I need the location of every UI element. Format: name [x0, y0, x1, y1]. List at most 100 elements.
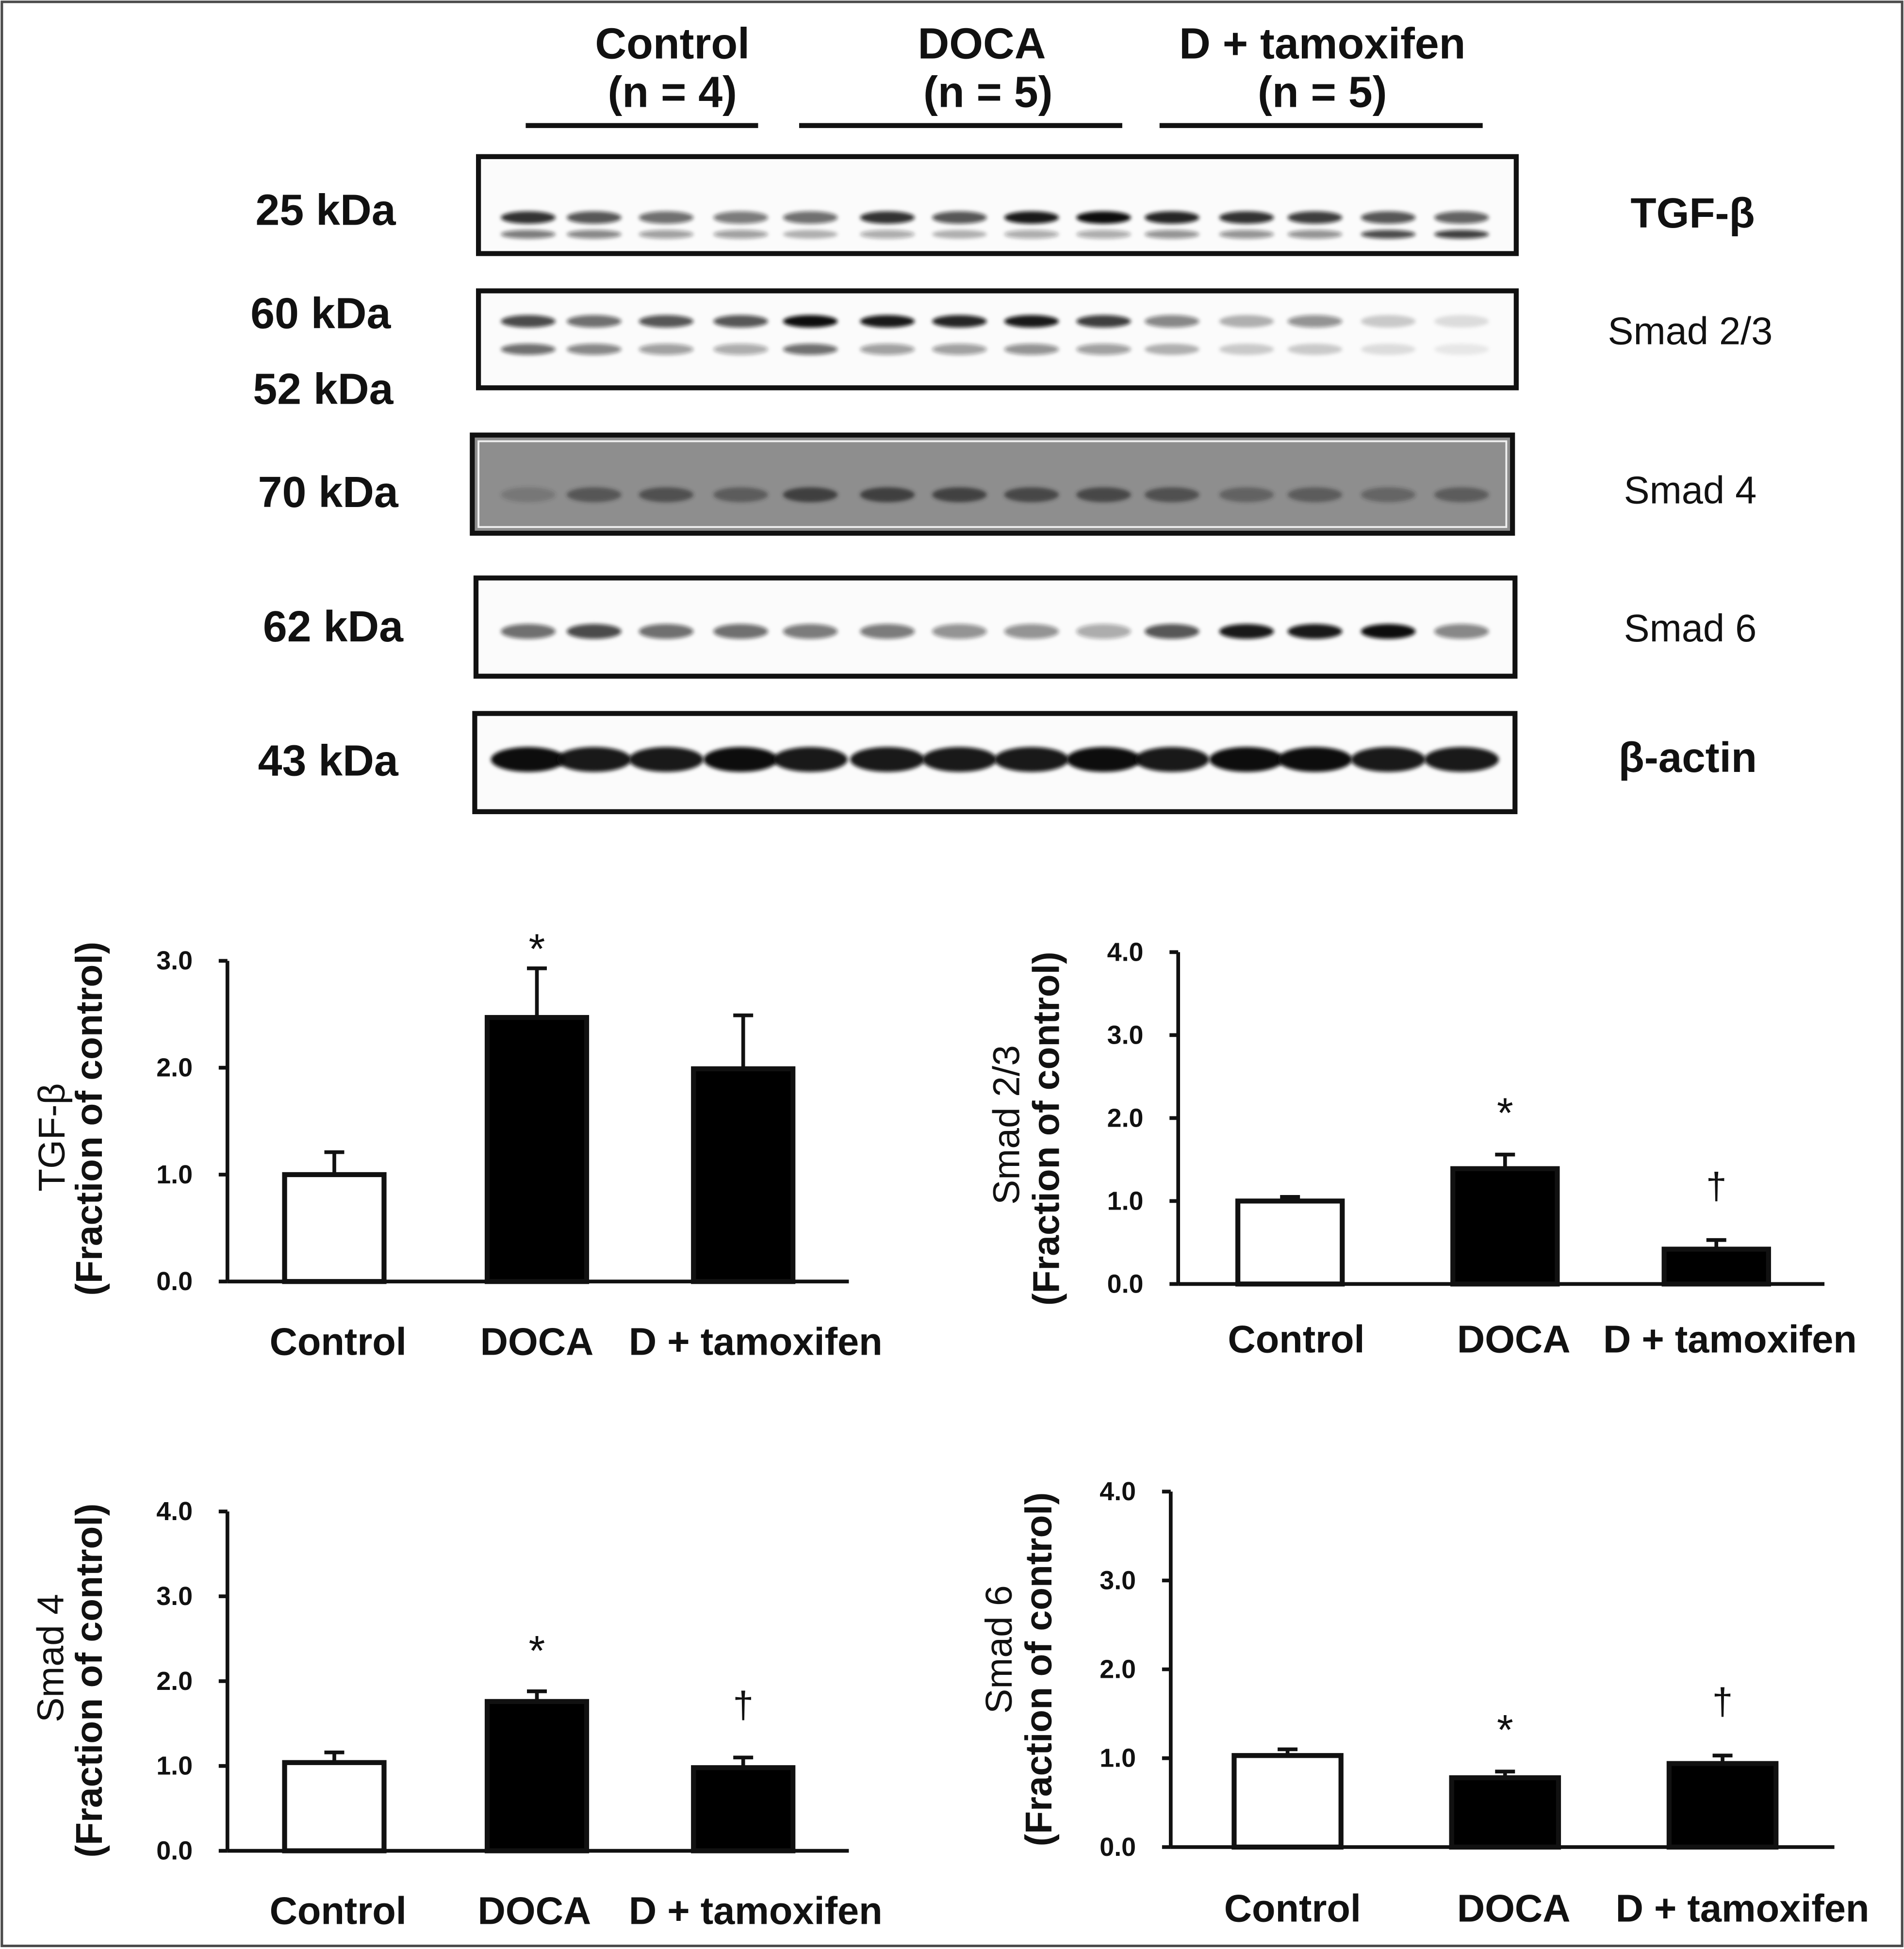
- y-axis-title: Smad 6: [978, 1585, 1020, 1714]
- bar-doca: [484, 1699, 590, 1853]
- band-beta-actin-1-lane-5: [773, 747, 848, 772]
- x-category-label-doca: DOCA: [478, 1889, 591, 1933]
- band-smad-2-3-2-lane-12: [1287, 344, 1343, 355]
- band-smad-4-1-lane-4: [713, 487, 768, 502]
- bar-control: [282, 1760, 387, 1853]
- band-smad-4-1-lane-10: [1145, 487, 1199, 502]
- band-tgf-beta-2-lane-12: [1287, 229, 1343, 239]
- bar-d-plus-tamoxifen: [691, 1066, 796, 1284]
- band-smad-2-3-2-lane-14: [1434, 344, 1489, 355]
- band-smad-2-3-2-lane-3: [639, 344, 694, 355]
- band-smad-2-3-2-lane-8: [1004, 344, 1059, 355]
- marker-label-43-kda: 43 kDa: [258, 737, 399, 785]
- band-beta-actin-1-lane-2: [557, 747, 632, 772]
- band-smad-4-1-lane-3: [639, 487, 694, 502]
- bar-chart-smad-2-3: Smad 2/3(Fraction of control) 0.0 1.0 2.0 3.…: [985, 937, 1856, 1360]
- x-category-label-doca: DOCA: [1457, 1887, 1571, 1930]
- y-tick-label: 1.0: [156, 1752, 193, 1781]
- blot-row-tgf-beta: 25 kDa TGF-β: [256, 154, 1755, 256]
- bar-control: [282, 1172, 387, 1284]
- band-smad-4-1-lane-7: [932, 487, 987, 502]
- band-tgf-beta-1-lane-12: [1287, 211, 1343, 224]
- band-smad-4-1-lane-12: [1287, 487, 1343, 502]
- y-tick-label: 4.0: [1107, 937, 1144, 966]
- y-axis-title: Smad 2/3: [985, 1045, 1027, 1205]
- y-tick-label: 1.0: [1107, 1186, 1144, 1215]
- y-tick-label: 4.0: [1100, 1477, 1136, 1506]
- y-tick-label: 2.0: [156, 1053, 193, 1082]
- y-tick-label: 1.0: [156, 1160, 193, 1189]
- band-smad-6-1-lane-12: [1287, 624, 1343, 639]
- band-beta-actin-1-lane-10: [1134, 747, 1210, 772]
- band-smad-4-1-lane-1: [501, 487, 556, 502]
- x-category-label-doca: DOCA: [1457, 1317, 1571, 1360]
- y-axis-title-units: (Fraction of control): [1025, 951, 1067, 1306]
- band-smad-6-1-lane-1: [501, 624, 556, 639]
- blot-row-smad-6: 62 kDa Smad 6: [263, 575, 1756, 679]
- x-category-label-control: Control: [1228, 1317, 1364, 1360]
- band-tgf-beta-1-lane-14: [1434, 211, 1489, 224]
- y-tick-label: 1.0: [1100, 1744, 1136, 1773]
- x-category-label-doca: DOCA: [480, 1320, 594, 1363]
- band-smad-2-3-1-lane-1: [501, 315, 556, 328]
- western-blot-panel: Control (n = 4) DOCA (n = 5) D + tamoxif…: [250, 19, 1773, 815]
- band-smad-2-3-2-lane-10: [1145, 344, 1199, 355]
- bar-chart-smad-4: Smad 4(Fraction of control) 0.0 1.0 2.0 3.0 4…: [30, 1497, 883, 1933]
- x-category-label-d-plus-tamoxifen: D + tamoxifen: [629, 1889, 883, 1933]
- band-smad-2-3-1-lane-13: [1361, 315, 1416, 328]
- band-smad-4-1-lane-6: [860, 487, 915, 502]
- band-tgf-beta-1-lane-1: [501, 211, 556, 224]
- bands-smad-2-3: [501, 315, 1489, 355]
- band-tgf-beta-1-lane-13: [1361, 211, 1416, 224]
- bar-chart-smad-6: Smad 6(Fraction of control) 0.0 1.0 2.0 3.0 4…: [978, 1477, 1869, 1930]
- band-smad-2-3-2-lane-4: [713, 344, 768, 355]
- band-smad-4-1-lane-14: [1434, 487, 1489, 502]
- y-tick-label: 2.0: [1100, 1655, 1136, 1684]
- band-beta-actin-1-lane-13: [1351, 747, 1426, 772]
- band-smad-6-1-lane-7: [932, 624, 987, 639]
- band-smad-6-1-lane-9: [1076, 624, 1131, 639]
- bar-doca: [1450, 1166, 1560, 1287]
- band-smad-4-1-lane-13: [1361, 487, 1416, 502]
- band-tgf-beta-1-lane-4: [713, 211, 768, 224]
- band-tgf-beta-2-lane-1: [501, 229, 556, 239]
- band-tgf-beta-2-lane-13: [1361, 229, 1416, 239]
- band-smad-6-1-lane-5: [783, 624, 838, 639]
- band-smad-2-3-2-lane-11: [1219, 344, 1274, 355]
- significance-marker-vs-doca: †: [1706, 1165, 1727, 1207]
- band-smad-2-3-1-lane-14: [1434, 315, 1489, 328]
- bands-beta-actin: [491, 747, 1499, 772]
- group-label-doca: DOCA: [918, 19, 1046, 67]
- y-axis-title-units: (Fraction of control): [68, 1504, 110, 1858]
- y-tick-label: 4.0: [156, 1497, 193, 1526]
- x-category-label-control: Control: [270, 1320, 407, 1363]
- bar-d-plus-tamoxifen: [691, 1765, 796, 1853]
- bar-doca: [484, 1015, 590, 1284]
- band-smad-2-3-1-lane-10: [1145, 315, 1199, 328]
- band-beta-actin-1-lane-4: [703, 747, 778, 772]
- band-tgf-beta-1-lane-10: [1145, 211, 1199, 224]
- lane-group-doca: DOCA (n = 5): [799, 19, 1122, 128]
- protein-label-smad-2-3: Smad 2/3: [1608, 310, 1773, 353]
- group-label-d-plus-tamoxifen: D + tamoxifen: [1179, 19, 1465, 67]
- protein-label-beta-actin: β-actin: [1619, 734, 1757, 781]
- band-tgf-beta-1-lane-7: [932, 211, 987, 224]
- band-smad-2-3-2-lane-5: [783, 344, 838, 355]
- bar-control: [1231, 1753, 1344, 1850]
- band-smad-2-3-1-lane-7: [932, 315, 987, 328]
- bands-smad-4: [501, 487, 1489, 502]
- x-category-label-control: Control: [1224, 1887, 1361, 1930]
- band-tgf-beta-1-lane-9: [1076, 211, 1131, 224]
- band-smad-2-3-1-lane-5: [783, 315, 838, 328]
- band-smad-6-1-lane-11: [1219, 624, 1274, 639]
- y-tick-label: 0.0: [156, 1267, 193, 1296]
- band-beta-actin-1-lane-8: [994, 747, 1069, 772]
- significance-marker-vs-doca: †: [1712, 1681, 1733, 1723]
- band-tgf-beta-2-lane-4: [713, 229, 768, 239]
- band-smad-2-3-1-lane-2: [566, 315, 622, 328]
- band-smad-2-3-2-lane-7: [932, 344, 987, 355]
- y-tick-label: 0.0: [1107, 1269, 1144, 1298]
- band-smad-4-1-lane-9: [1076, 487, 1131, 502]
- marker-label-25-kda: 25 kDa: [256, 186, 396, 234]
